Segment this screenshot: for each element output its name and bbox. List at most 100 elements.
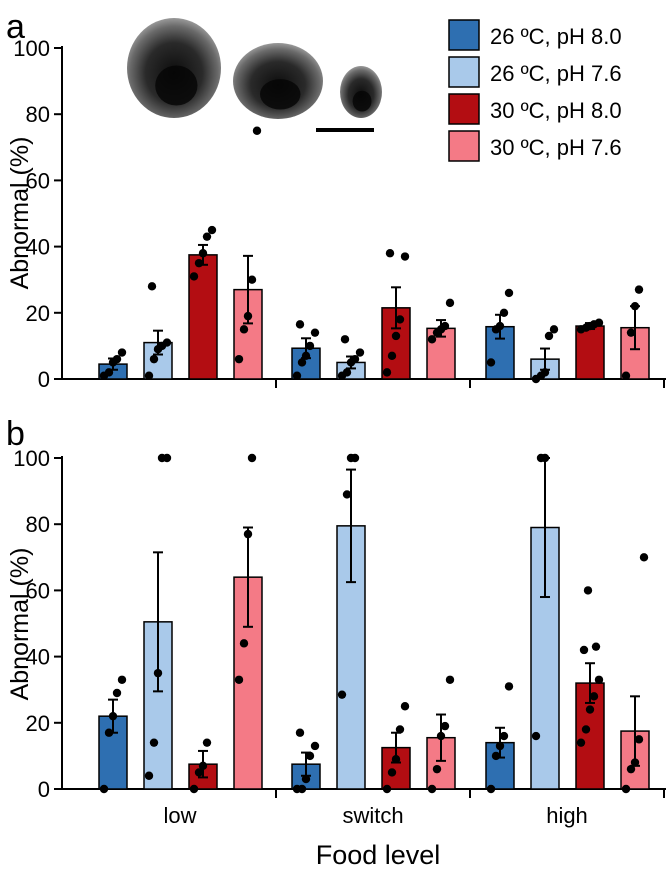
legend-label: 30 ºC, pH 8.0 [490, 98, 622, 123]
data-point [576, 738, 586, 747]
legend-swatch [448, 56, 480, 88]
data-point [621, 784, 631, 794]
data-point [297, 784, 307, 794]
data-point [153, 668, 163, 678]
data-point [630, 758, 640, 767]
data-point [486, 784, 496, 794]
data-point [112, 688, 122, 698]
y-tick-label: 40 [26, 645, 50, 670]
data-point [239, 325, 249, 334]
x-tick-label-high: high [546, 803, 588, 828]
larva-shadow [260, 79, 301, 110]
y-tick-label: 80 [26, 512, 50, 537]
data-point [104, 368, 114, 377]
data-point [162, 453, 172, 463]
data-point [382, 368, 392, 377]
data-point [594, 675, 604, 684]
data-point [395, 725, 405, 734]
larva-shadow [155, 65, 198, 106]
y-tick-label: 80 [26, 102, 50, 127]
data-point [499, 731, 509, 741]
data-point [189, 784, 199, 794]
y-tick-label: 60 [26, 578, 50, 603]
data-point [387, 768, 397, 777]
data-point [252, 126, 262, 135]
data-point [594, 318, 604, 327]
data-point [247, 275, 257, 284]
data-point [202, 232, 212, 241]
data-point [400, 252, 410, 261]
data-point [504, 682, 514, 691]
data-point [144, 371, 154, 380]
data-point [342, 490, 352, 499]
larva-shadow [352, 90, 372, 112]
data-point [630, 301, 640, 311]
data-point [337, 690, 347, 699]
data-point [531, 731, 541, 741]
data-point [202, 738, 212, 747]
panel-a: a Abnormal (%) 0 20 40 60 80 100 [6, 8, 666, 392]
data-point [583, 586, 593, 595]
data-point [247, 453, 257, 463]
data-point [579, 645, 589, 655]
data-point [292, 371, 302, 380]
panel-label-b: b [6, 415, 25, 453]
data-point [239, 639, 249, 648]
data-point [342, 368, 352, 377]
data-point [117, 348, 127, 357]
inset-micrograph [127, 18, 382, 132]
data-point [626, 328, 636, 337]
y-tick-label: 40 [26, 235, 50, 260]
data-point [540, 453, 550, 463]
data-point [99, 784, 109, 794]
data-point [108, 711, 118, 721]
data-point [440, 321, 450, 331]
y-tick-label: 0 [38, 777, 50, 802]
data-point [305, 341, 315, 351]
data-point [207, 225, 217, 235]
y-axis-title: Abnormal (%) [6, 548, 34, 701]
data-point [194, 768, 204, 777]
data-point [144, 771, 154, 780]
data-point [385, 249, 395, 258]
data-point [387, 351, 397, 361]
data-point [104, 728, 114, 737]
data-point [112, 354, 122, 364]
data-point [427, 784, 437, 794]
data-point [189, 272, 199, 281]
data-point [499, 308, 509, 317]
data-point [549, 325, 559, 334]
legend-swatch [448, 130, 480, 162]
data-point [295, 728, 305, 737]
data-point [234, 675, 244, 684]
data-point [495, 741, 505, 751]
x-axis-title: Food level [316, 840, 441, 870]
data-point [591, 642, 601, 651]
data-point [436, 731, 446, 741]
legend: 26 ºC, pH 8.0 26 ºC, pH 7.6 30 ºC, pH 8.0 3… [448, 19, 622, 162]
data-point [310, 328, 320, 337]
y-tick-label: 60 [26, 168, 50, 193]
bar-a-high-series2 [575, 325, 605, 380]
data-point [634, 285, 644, 294]
data-point [495, 321, 505, 331]
data-point [198, 249, 208, 258]
y-tick-label: 100 [13, 446, 50, 471]
data-point [427, 335, 437, 344]
data-point [194, 258, 204, 268]
legend-label: 30 ºC, pH 7.6 [490, 135, 622, 160]
data-point [382, 784, 392, 794]
data-point [149, 354, 159, 364]
data-point [391, 331, 401, 341]
data-point [491, 751, 501, 761]
data-point [540, 368, 550, 377]
y-tick-label: 100 [13, 36, 50, 61]
data-point [162, 338, 172, 347]
data-point [295, 320, 305, 329]
data-point [350, 354, 360, 364]
panel-b: b Abnormal (%) 0 20 40 60 80 100 low switch high Fo… [6, 415, 666, 870]
data-point [234, 354, 244, 364]
data-point [243, 529, 253, 539]
data-point [305, 751, 315, 761]
y-tick-label: 20 [26, 301, 50, 326]
